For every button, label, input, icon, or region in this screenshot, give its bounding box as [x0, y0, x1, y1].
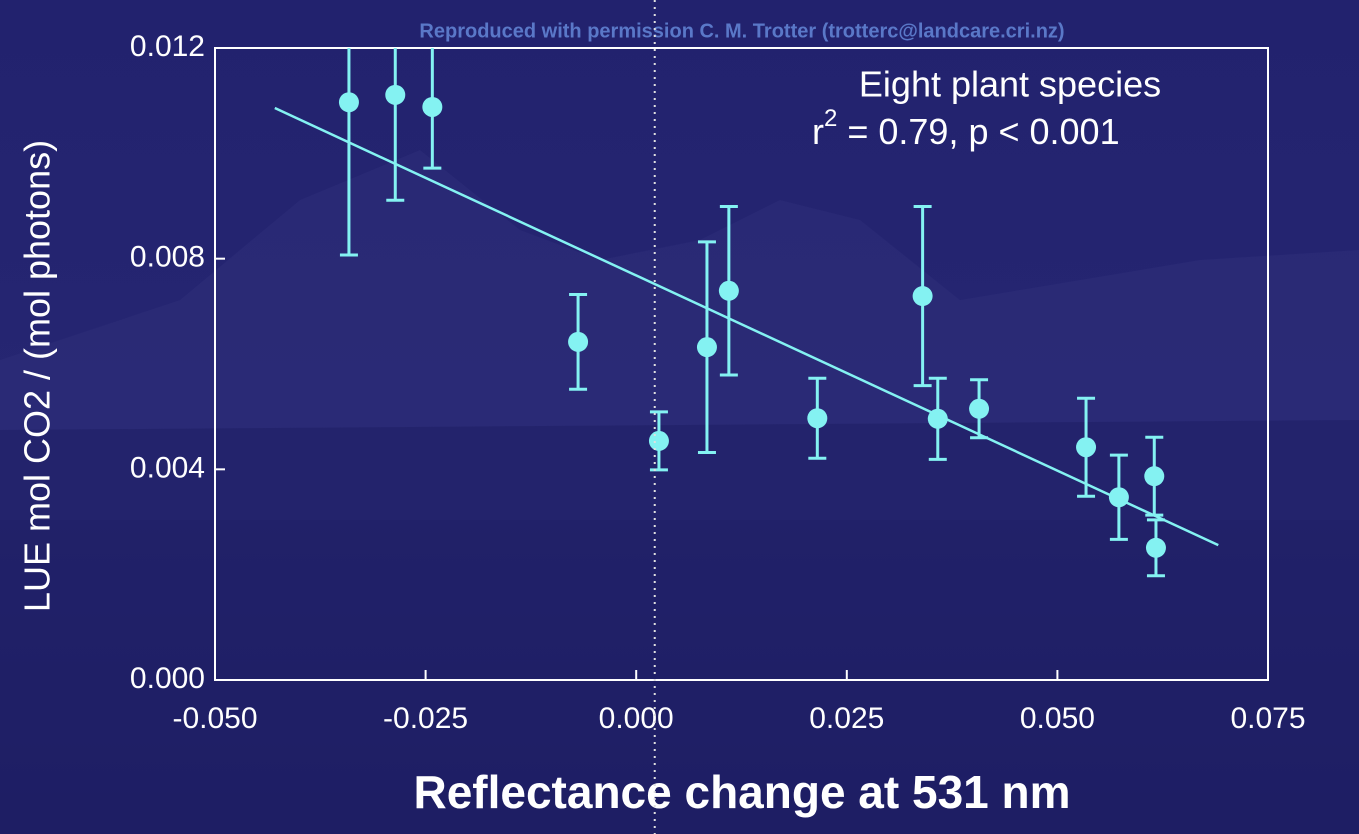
credit: Reproduced with permission C. M. Trotter… — [419, 20, 1064, 42]
point — [385, 84, 406, 105]
x-tick-label: 0.075 — [1230, 702, 1305, 735]
point — [1144, 466, 1165, 487]
point — [696, 337, 717, 358]
x-tick-label: -0.050 — [172, 702, 257, 735]
point — [912, 286, 933, 307]
point — [718, 280, 739, 301]
x-tick-label: 0.000 — [599, 702, 674, 735]
point — [648, 430, 669, 451]
point — [1076, 437, 1097, 458]
y-tick-label: 0.000 — [130, 662, 205, 695]
stat-part: r — [812, 111, 824, 152]
annotation: Eight plant species — [859, 64, 1161, 105]
point — [969, 398, 990, 419]
x-tick-label: 0.050 — [1020, 702, 1095, 735]
point — [422, 96, 443, 117]
y-axis-title: LUE mol CO2 / (mol photons) — [17, 140, 58, 612]
y-tick-label: 0.004 — [130, 451, 205, 484]
point — [1145, 537, 1166, 558]
fit-line — [274, 106, 1219, 547]
lake-backdrop — [0, 420, 1359, 834]
y-tick-label: 0.008 — [130, 241, 205, 274]
plot-frame — [214, 47, 1269, 681]
point — [338, 92, 359, 113]
point — [568, 331, 589, 352]
stat-text: r2 = 0.79, p < 0.001 — [812, 105, 1120, 151]
y-tick-label: 0.012 — [130, 30, 205, 63]
superscript: 2 — [824, 105, 837, 132]
x-tick-label: -0.025 — [383, 702, 468, 735]
x-tick-label: 0.025 — [809, 702, 884, 735]
x-axis-title: Reflectance change at 531 nm — [413, 766, 1070, 818]
point — [807, 408, 828, 429]
stat-part: = 0.79, p < 0.001 — [837, 111, 1119, 152]
